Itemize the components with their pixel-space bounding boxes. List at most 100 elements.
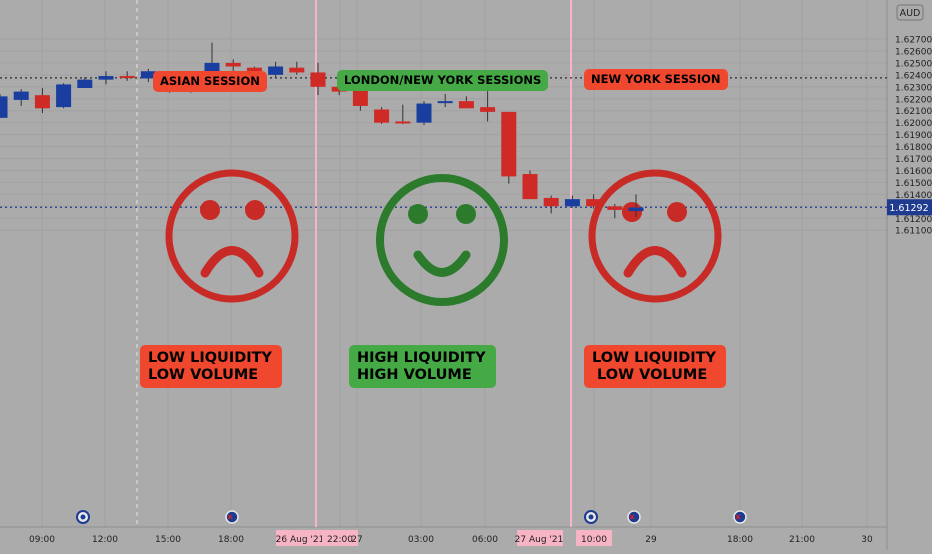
session-time-tag	[576, 530, 612, 546]
candle-body	[564, 199, 580, 207]
x-tick-label: 27	[351, 535, 362, 545]
low-liquidity-right-label: LOW LIQUIDITY LOW VOLUME	[584, 345, 726, 389]
session-lines	[136, 0, 572, 527]
candle-body	[0, 96, 8, 118]
candle	[34, 87, 50, 114]
current-price-tag: 1.61292	[887, 199, 932, 216]
au-flag-icon[interactable]	[225, 510, 239, 524]
candle	[564, 195, 580, 208]
candle-body	[543, 197, 559, 207]
happy-face-icon	[376, 174, 508, 306]
london-ny-sessions-label: LONDON/NEW YORK SESSIONS	[337, 70, 549, 92]
y-tick-label: 1.62500	[895, 59, 932, 69]
candle	[119, 71, 135, 81]
y-tick-label: 1.61100	[895, 227, 932, 237]
candle-body	[289, 67, 305, 73]
candle	[374, 107, 390, 124]
candle-body	[374, 109, 390, 123]
candle-body	[501, 111, 517, 177]
y-tick-label: 1.61900	[895, 131, 932, 141]
y-tick-label: 1.61800	[895, 143, 932, 153]
session-time-tag	[322, 530, 358, 546]
candle	[628, 194, 644, 218]
candle	[522, 170, 538, 200]
candle-body	[225, 62, 241, 67]
grid-lines	[0, 0, 887, 527]
x-tick-label: 09:00	[29, 535, 55, 545]
y-tick-label: 1.61700	[895, 155, 932, 165]
svg-text:AUD: AUD	[900, 8, 921, 19]
currency-badge[interactable]: AUD	[896, 4, 924, 21]
asian-session-label: ASIAN SESSION	[153, 71, 267, 93]
x-tick-label: 12:00	[92, 535, 118, 545]
au-flag-icon[interactable]	[627, 510, 641, 524]
candle	[140, 68, 156, 83]
y-tick-label: 1.62000	[895, 119, 932, 129]
au-flag-icon[interactable]	[733, 510, 747, 524]
y-tick-label: 1.62300	[895, 83, 932, 93]
x-tick-label: 26 Aug '21	[276, 535, 325, 545]
candle-body	[437, 101, 453, 104]
candle-body	[140, 71, 156, 79]
candle	[501, 111, 517, 184]
x-tick-label: 30	[861, 535, 873, 545]
candle-body	[98, 76, 114, 80]
candle	[607, 203, 623, 219]
candle	[77, 77, 93, 88]
event-globe-icon[interactable]	[584, 510, 598, 524]
x-tick-label: 18:00	[218, 535, 244, 545]
candle	[480, 86, 496, 122]
x-tick-label: 18:00	[727, 535, 753, 545]
session-date-tag	[276, 530, 324, 546]
y-tick-label: 1.62600	[895, 47, 932, 57]
candle-body	[416, 103, 432, 123]
candle	[543, 195, 559, 214]
y-tick-label: 1.62700	[895, 36, 932, 46]
y-tick-label: 1.61600	[895, 167, 932, 177]
candle-body	[586, 199, 602, 207]
x-tick-label: 10:00	[581, 535, 607, 545]
y-tick-label: 1.62100	[895, 107, 932, 117]
candle	[416, 101, 432, 126]
session-date-tag	[517, 530, 563, 546]
candle	[395, 104, 411, 124]
candle-body	[310, 72, 326, 87]
candle	[268, 61, 284, 79]
candle-body	[119, 76, 135, 79]
event-globe-icon[interactable]	[76, 510, 90, 524]
candle	[0, 93, 8, 118]
candle	[13, 89, 29, 106]
sad-face-icon	[588, 169, 722, 303]
y-tick-label: 1.62400	[895, 71, 932, 81]
svg-text:1.61292: 1.61292	[889, 203, 928, 214]
candles	[0, 42, 644, 219]
candle-body	[522, 174, 538, 200]
candle	[289, 61, 305, 75]
candle-body	[34, 95, 50, 109]
candle	[458, 96, 474, 109]
candle-body	[56, 84, 72, 108]
candle-body	[268, 66, 284, 75]
x-tick-label: 27 Aug '21	[515, 535, 564, 545]
x-tick-label: 22:00	[327, 535, 353, 545]
y-tick-label: 1.61200	[895, 215, 932, 225]
candle-body	[458, 101, 474, 109]
axes	[0, 0, 888, 550]
candle-body	[352, 90, 368, 106]
candle	[310, 62, 326, 96]
x-tick-label: 03:00	[408, 535, 434, 545]
x-tick-label: 21:00	[789, 535, 815, 545]
x-tick-label: 29	[645, 535, 657, 545]
candle-body	[628, 207, 644, 212]
candle	[586, 194, 602, 209]
low-liquidity-left-label: LOW LIQUIDITY LOW VOLUME	[140, 345, 282, 389]
candle	[98, 71, 114, 85]
y-tick-label: 1.61400	[895, 191, 932, 201]
y-tick-label: 1.62200	[895, 95, 932, 105]
candle-body	[607, 206, 623, 210]
x-tick-label: 06:00	[472, 535, 498, 545]
candle-body	[395, 121, 411, 124]
